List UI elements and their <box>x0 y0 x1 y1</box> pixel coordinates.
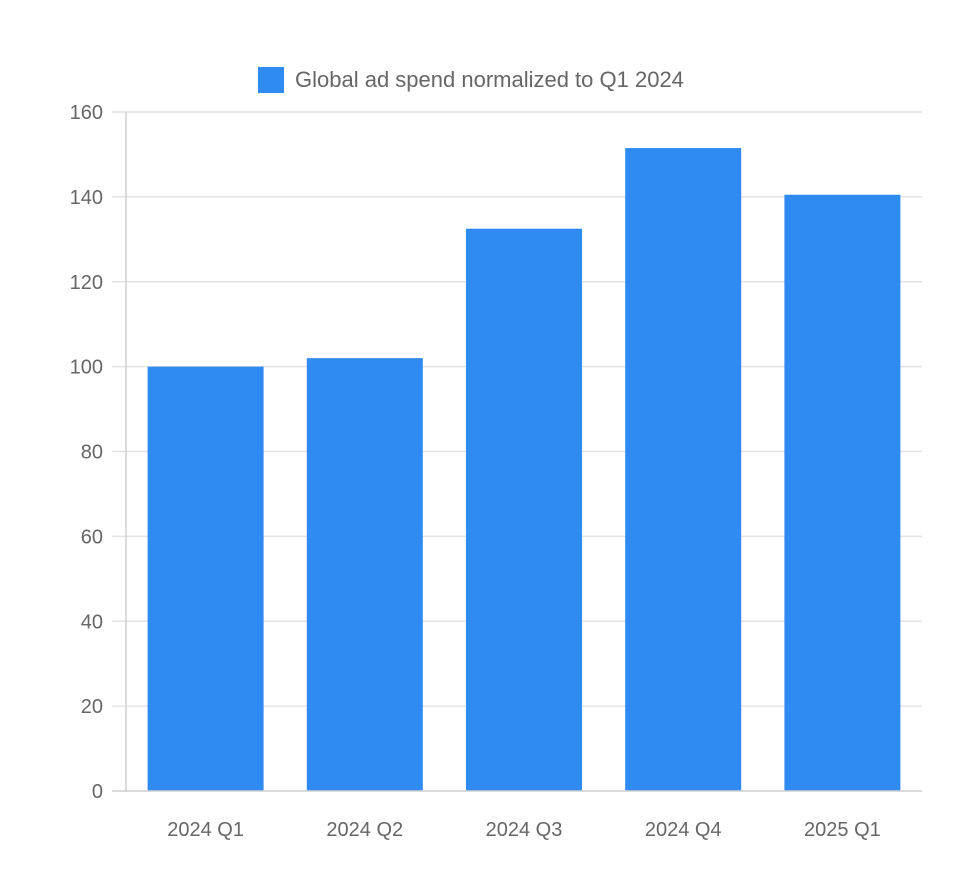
y-tick-label: 0 <box>92 781 103 803</box>
y-tick-label: 20 <box>81 696 103 718</box>
axes <box>112 112 922 792</box>
legend[interactable]: Global ad spend normalized to Q1 2024 <box>258 67 684 93</box>
bar-2024-q3[interactable] <box>466 228 582 791</box>
legend-label: Global ad spend normalized to Q1 2024 <box>295 67 684 92</box>
y-tick-label: 140 <box>70 187 103 209</box>
x-tick-label: 2024 Q4 <box>645 819 722 841</box>
bars <box>147 148 901 792</box>
y-tick-label: 160 <box>70 102 103 124</box>
x-tick-label: 2025 Q1 <box>804 819 881 841</box>
x-tick-label: 2024 Q2 <box>326 819 403 841</box>
y-tick-label: 120 <box>70 272 103 294</box>
x-tick-label: 2024 Q1 <box>167 819 244 841</box>
y-tick-labels: 0 20 40 60 80 100 120 140 160 <box>70 102 103 803</box>
y-tick-label: 100 <box>70 357 103 379</box>
bar-2024-q1[interactable] <box>147 366 264 791</box>
y-tick-label: 40 <box>81 611 103 633</box>
bar-2024-q2[interactable] <box>306 358 423 791</box>
legend-swatch <box>258 67 284 93</box>
y-tick-label: 60 <box>81 526 103 548</box>
x-tick-labels: 2024 Q1 2024 Q2 2024 Q3 2024 Q4 2025 Q1 <box>167 819 881 841</box>
bar-2025-q1[interactable] <box>784 194 901 792</box>
y-tick-label: 80 <box>81 442 103 464</box>
bar-2024-q4[interactable] <box>625 148 742 791</box>
x-tick-label: 2024 Q3 <box>486 819 563 841</box>
